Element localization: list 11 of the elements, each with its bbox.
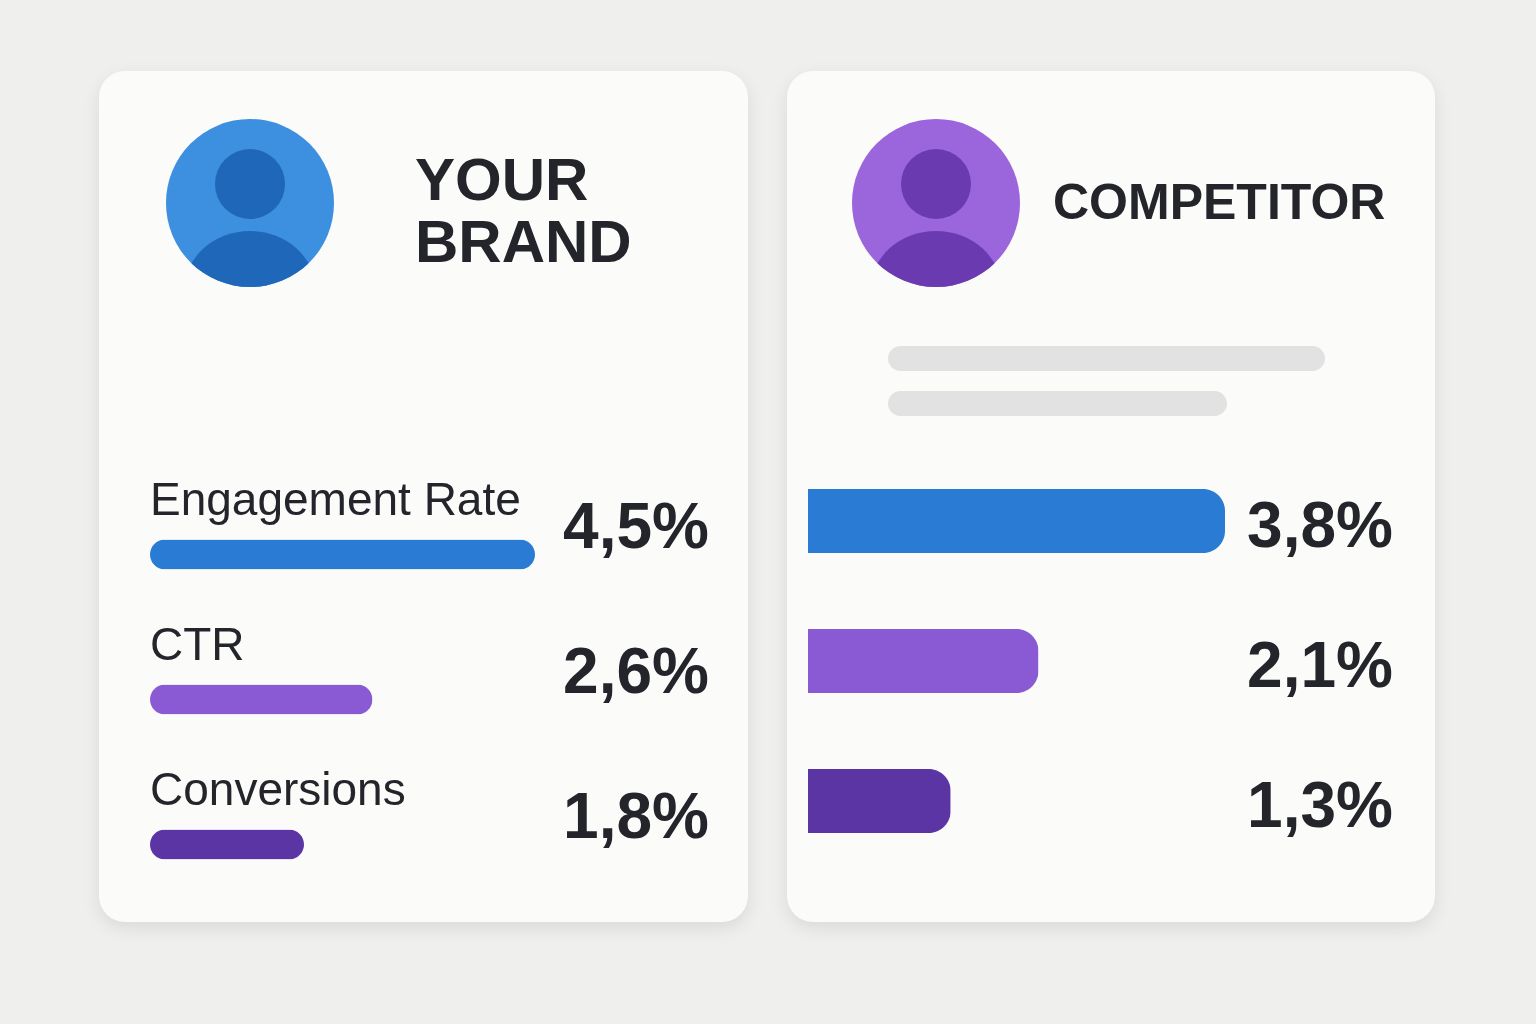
y-tick-label: Engagement Rate (150, 472, 521, 524)
y-tick-label: Conversions (150, 762, 406, 814)
data-label: 3,8% (1247, 489, 1393, 561)
data-label: 4,5% (563, 489, 709, 561)
chart-title: COMPETITOR (1053, 173, 1386, 230)
chart-title: YOUR BRAND (415, 146, 633, 275)
y-tick-label: CTR (150, 617, 245, 669)
data-label: 1,8% (563, 779, 709, 851)
data-label: 2,6% (563, 634, 709, 706)
data-label: 1,3% (1247, 769, 1393, 841)
data-label: 2,1% (1247, 629, 1393, 701)
